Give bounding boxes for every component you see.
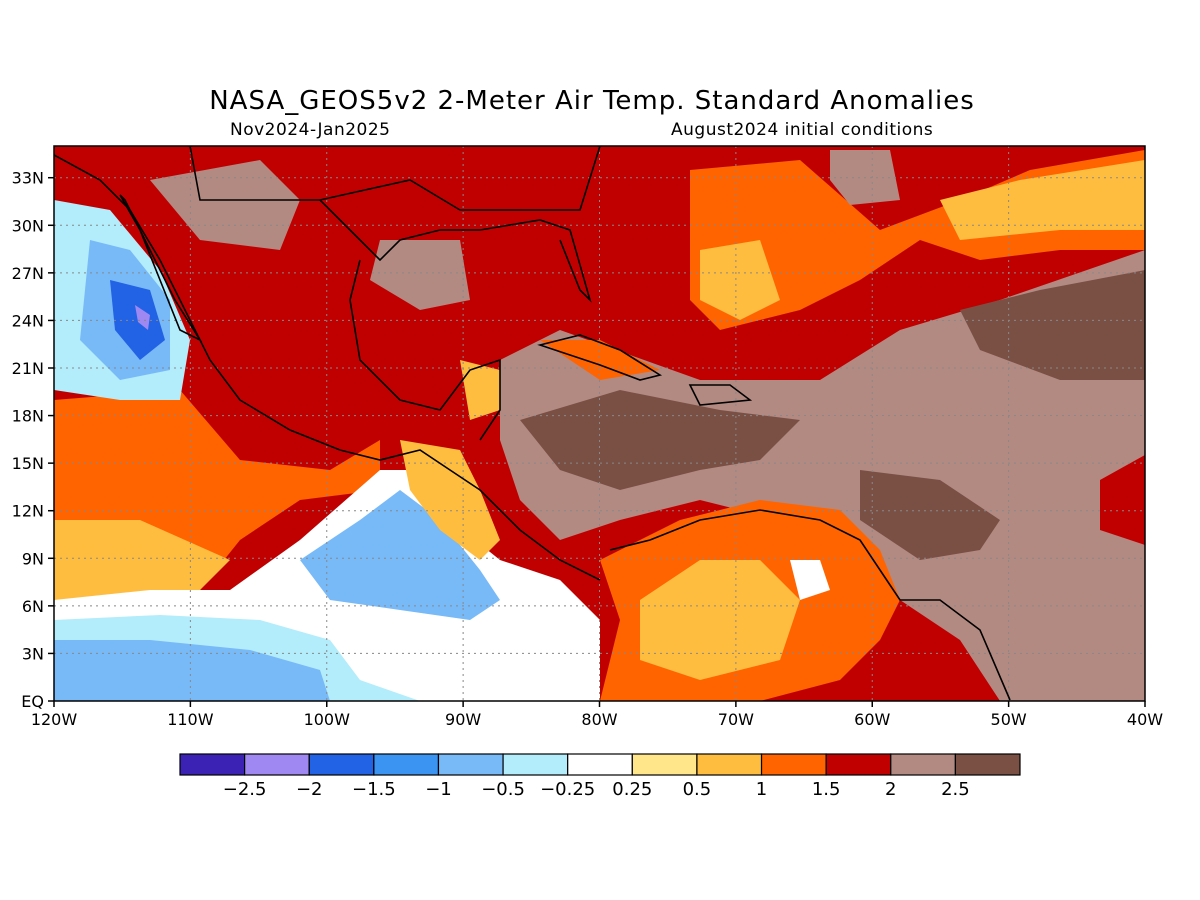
field-yellow-atlantic-1 <box>700 240 780 320</box>
coastlines <box>54 146 1011 701</box>
colorbar-label: 0.5 <box>683 779 712 800</box>
field-darkblue-baja <box>110 280 165 360</box>
colorbar-swatch <box>308 753 375 776</box>
colorbar-label: −0.5 <box>481 779 525 800</box>
colorbar-swatch <box>890 753 956 776</box>
colorbar-swatch <box>244 753 310 776</box>
southamerica-north-coast <box>609 509 1011 701</box>
colorbar-label: 2.5 <box>941 779 970 800</box>
colorbar-label: 0.25 <box>612 779 652 800</box>
lat-tick-label: EQ <box>21 692 44 711</box>
gulf-west-coast <box>349 259 501 441</box>
field-purple-baja <box>135 305 150 330</box>
colorbar-swatch <box>373 753 440 776</box>
lat-tick-label: 6N <box>22 597 44 616</box>
anomaly-field <box>54 146 1145 701</box>
colorbar-label: 2 <box>885 779 896 800</box>
lat-tick-label: 21N <box>12 359 44 378</box>
lon-tick-label: 50W <box>991 710 1027 729</box>
colorbar-swatch <box>954 753 1021 776</box>
lat-tick-label: 12N <box>12 502 44 521</box>
colorbar-swatch <box>437 753 504 776</box>
field-yellow-yucatan <box>460 360 500 420</box>
lon-tick-label: 100W <box>304 710 351 729</box>
field-darkbrown-north <box>960 270 1145 380</box>
us-border <box>189 146 601 211</box>
grid-lines <box>54 146 1145 701</box>
cuba <box>537 334 663 381</box>
field-orange-cuba <box>540 340 660 380</box>
colorbar-swatch <box>179 753 246 776</box>
lat-tick-label: 30N <box>12 216 44 235</box>
colorbar-label: 1 <box>756 779 767 800</box>
field-brown-region <box>500 250 1145 701</box>
field-yellow-centralamerica <box>400 440 500 560</box>
lon-tick-label: 70W <box>718 710 754 729</box>
longitude-axis: 120W 110W 100W 90W 80W 70W 60W 50W 40W <box>31 701 1163 729</box>
lon-tick-label: 110W <box>167 710 214 729</box>
field-brown-gulf <box>370 240 470 310</box>
chart-title: NASA_GEOS5v2 2-Meter Air Temp. Standard … <box>209 86 975 116</box>
field-yellow-pacific <box>54 520 230 600</box>
lat-tick-label: 24N <box>12 311 44 330</box>
colorbar-swatch <box>631 753 698 776</box>
colorbar-label: 1.5 <box>812 779 841 800</box>
field-brown-mexico <box>150 160 300 250</box>
field-blue-tropical <box>300 490 500 620</box>
lat-tick-label: 3N <box>22 644 44 663</box>
gulf-north-coast <box>319 199 592 303</box>
colorbar-label: −0.25 <box>540 779 595 800</box>
field-white-southamerica <box>790 560 830 600</box>
field-yellow-southamerica <box>640 560 800 680</box>
colorbar-swatch <box>502 753 569 776</box>
field-red-east <box>1100 455 1145 545</box>
lon-tick-label: 60W <box>854 710 890 729</box>
initial-conditions: August2024 initial conditions <box>671 120 934 140</box>
colorbar-swatch <box>760 753 827 776</box>
hispaniola <box>688 384 753 406</box>
field-blue-pacific <box>54 640 330 701</box>
colorbar-label: −2 <box>296 779 323 800</box>
lon-tick-label: 120W <box>31 710 78 729</box>
field-darkbrown-caribbean <box>520 390 800 490</box>
field-yellow-atlantic-2 <box>940 160 1145 240</box>
colorbar-swatch <box>696 753 763 776</box>
lon-tick-label: 40W <box>1127 710 1163 729</box>
colorbar-swatch <box>825 753 892 776</box>
colorbar-label: −1 <box>425 779 452 800</box>
lat-tick-label: 27N <box>12 264 44 283</box>
latitude-axis: EQ 3N 6N 9N 12N 15N 18N 21N 24N 27N 30N 33N <box>12 169 54 711</box>
colorbar-swatch <box>567 753 633 776</box>
colorbar-label: −1.5 <box>352 779 396 800</box>
lat-tick-label: 33N <box>12 169 44 188</box>
colorbar: −2.5 −2 −1.5 −1 −0.5 −0.25 0.25 0.5 1 1.5 2 2.5 <box>179 753 1021 800</box>
lon-tick-label: 90W <box>445 710 481 729</box>
lat-tick-label: 15N <box>12 454 44 473</box>
lat-tick-label: 18N <box>12 407 44 426</box>
pacific-coastline <box>54 154 601 581</box>
lon-tick-label: 80W <box>581 710 617 729</box>
colorbar-label: −2.5 <box>223 779 267 800</box>
forecast-period: Nov2024-Jan2025 <box>230 120 391 140</box>
lat-tick-label: 9N <box>22 549 44 568</box>
field-darkbrown-atlantic <box>860 470 1000 560</box>
baja-peninsula <box>119 194 203 342</box>
